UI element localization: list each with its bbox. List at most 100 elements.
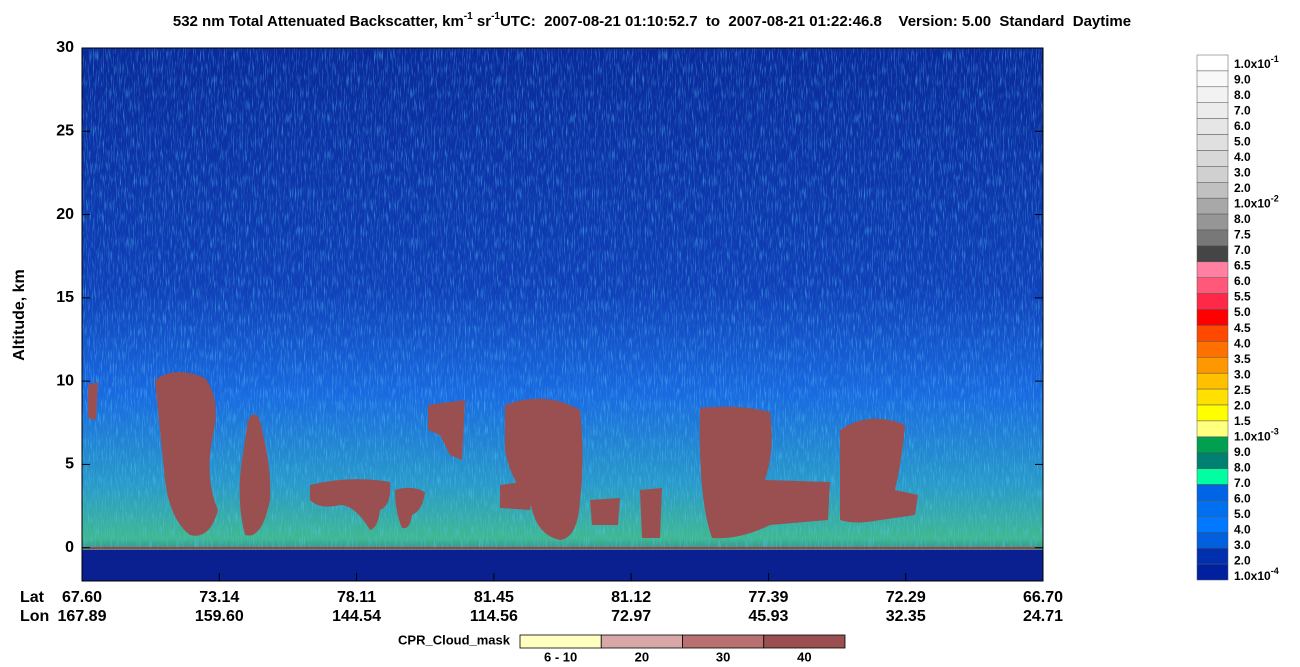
chart-title: 532 nm Total Attenuated Backscatter, km -…	[173, 11, 1131, 30]
y-tick-label: 25	[56, 123, 74, 140]
y-tick-label: 0	[65, 539, 74, 556]
title-exp: -1	[491, 11, 500, 22]
colorbar-label-text: 4.0	[1234, 150, 1251, 164]
lat-label: 73.14	[199, 589, 239, 606]
colorbar-label-text: 3.5	[1234, 352, 1251, 366]
lat-label: 77.39	[748, 589, 788, 606]
colorbar-label-text: 6.0	[1234, 274, 1251, 288]
colorbar-label: 3.0	[1234, 166, 1251, 180]
colorbar-label: 1.5	[1234, 414, 1251, 428]
colorbar-box	[1196, 86, 1229, 103]
colorbar-label: 7.0	[1234, 104, 1251, 118]
colorbar-label-text: 1.0x10	[1234, 57, 1271, 71]
lat-label: 81.12	[611, 589, 651, 606]
colorbar-box	[1196, 357, 1229, 374]
colorbar-label: 2.0	[1234, 399, 1251, 413]
colorbar-label-text: 8.0	[1234, 88, 1251, 102]
colorbar-box	[1196, 245, 1229, 263]
colorbar-label-text: 1.0x10	[1234, 430, 1271, 444]
colorbar-label: 6.5	[1234, 259, 1251, 273]
plot-area	[81, 47, 1044, 582]
colorbar-label-text: 8.0	[1234, 461, 1251, 475]
colorbar-box	[1196, 197, 1229, 215]
colorbar-box	[1196, 213, 1229, 231]
lon-label: 72.97	[611, 608, 651, 625]
colorbar-box	[1196, 277, 1229, 294]
colorbar-label: 6.0	[1234, 274, 1251, 288]
colorbar-box	[1196, 150, 1229, 167]
title-info: UTC: 2007-08-21 01:10:52.7 to 2007-08-21…	[500, 13, 1131, 30]
colorbar-label-text: 2.0	[1234, 181, 1251, 195]
colorbar-box	[1196, 388, 1229, 406]
colorbar-label: 7.5	[1234, 228, 1251, 242]
lon-label: 32.35	[886, 608, 926, 625]
lon-label: 45.93	[748, 608, 788, 625]
colorbar-box	[1196, 309, 1229, 326]
lat-label: 72.29	[886, 589, 926, 606]
colorbar-label: 4.0	[1234, 150, 1251, 164]
colorbar-label: 5.0	[1234, 507, 1251, 521]
y-tick-label: 30	[56, 39, 74, 56]
colorbar-label-text: 1.0x10	[1234, 569, 1271, 583]
colorbar-label-text: 1.0x10	[1234, 197, 1271, 211]
cloud-mask	[88, 371, 918, 540]
colorbar-label-text: 9.0	[1234, 445, 1251, 459]
cpr-legend-title: CPR_Cloud_mask	[398, 632, 511, 647]
lon-label: 114.56	[470, 608, 518, 625]
y-tick-label: 10	[56, 372, 74, 389]
colorbar-box	[1196, 420, 1229, 438]
y-tick-label: 5	[65, 456, 74, 473]
lon-label: 144.54	[332, 608, 381, 625]
colorbar-box	[1196, 118, 1229, 135]
colorbar-box	[1196, 293, 1229, 310]
colorbar-label: 4.5	[1234, 321, 1251, 335]
colorbar-label: 1.0x10-4	[1234, 566, 1279, 583]
colorbar-label: 4.0	[1234, 523, 1251, 537]
colorbar-box	[1196, 516, 1229, 533]
lon-label: 167.89	[58, 608, 107, 625]
colorbar-label: 9.0	[1234, 445, 1251, 459]
colorbar-label: 1.0x10-1	[1234, 54, 1279, 71]
colorbar-box	[1196, 452, 1229, 469]
colorbar-box	[1196, 134, 1229, 151]
lon-label: 24.71	[1023, 608, 1063, 625]
colorbar-label-text: 4.0	[1234, 523, 1251, 537]
y-tick-label: 15	[56, 289, 74, 306]
colorbar-label-text: 7.0	[1234, 104, 1251, 118]
colorbar-label-exp: -2	[1271, 194, 1279, 204]
colorbar-label: 1.0x10-3	[1234, 427, 1279, 444]
colorbar-label: 4.0	[1234, 336, 1251, 350]
colorbar-label-text: 5.0	[1234, 305, 1251, 319]
colorbar-label: 6.0	[1234, 119, 1251, 133]
row-label: Lon	[20, 608, 49, 625]
colorbar-label: 3.5	[1234, 352, 1251, 366]
colorbar-label: 8.0	[1234, 88, 1251, 102]
colorbar-label-text: 4.5	[1234, 321, 1251, 335]
colorbar-box	[1196, 436, 1229, 453]
colorbar-box	[1196, 166, 1229, 183]
cpr-legend-box	[519, 634, 602, 649]
colorbar-label-text: 2.0	[1234, 399, 1251, 413]
colorbar-box	[1196, 54, 1229, 72]
colorbar-label-text: 6.5	[1234, 259, 1251, 273]
title-main: 532 nm Total Attenuated Backscatter, km	[173, 13, 464, 30]
colorbar-label-exp: -4	[1271, 566, 1279, 576]
colorbar-label: 1.0x10-2	[1234, 194, 1279, 211]
colorbar-box	[1196, 229, 1229, 247]
cpr-legend-box	[763, 634, 846, 649]
colorbar-label-text: 3.0	[1234, 166, 1251, 180]
colorbar-label-text: 6.0	[1234, 119, 1251, 133]
cpr-legend-label: 30	[716, 649, 730, 664]
colorbar-box	[1196, 325, 1229, 342]
colorbar-label-text: 6.0	[1234, 492, 1251, 506]
colorbar-label: 8.0	[1234, 461, 1251, 475]
colorbar-label-text: 4.0	[1234, 336, 1251, 350]
colorbar-label: 2.0	[1234, 554, 1251, 568]
colorbar-label-text: 2.0	[1234, 554, 1251, 568]
lat-label: 81.45	[474, 589, 514, 606]
cpr-legend-label: 20	[635, 649, 649, 664]
colorbar-box	[1196, 468, 1229, 485]
colorbar-label: 7.0	[1234, 476, 1251, 490]
colorbar-label-text: 7.0	[1234, 243, 1251, 257]
